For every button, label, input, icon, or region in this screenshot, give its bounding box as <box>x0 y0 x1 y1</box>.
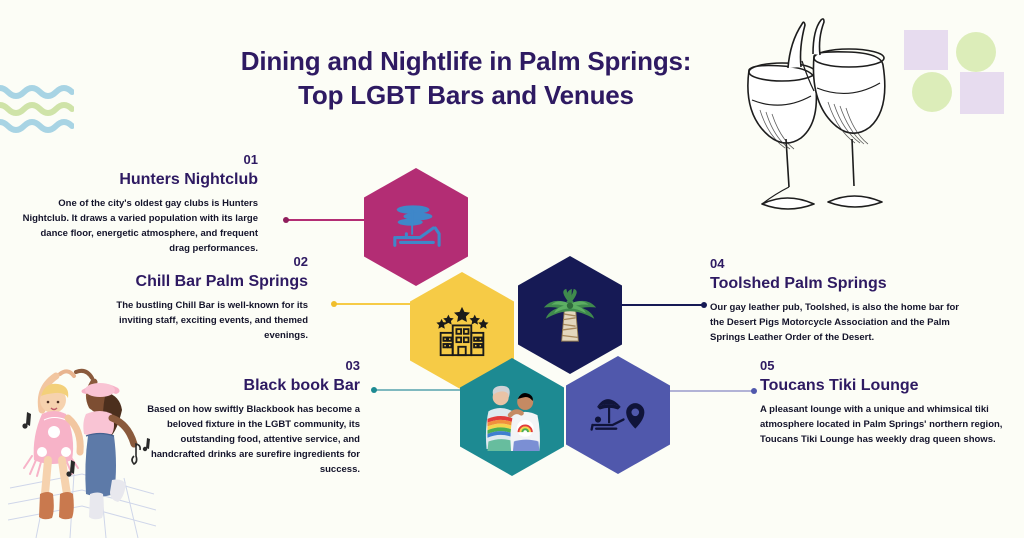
connector-dot-01 <box>283 217 289 223</box>
connector-dot-02 <box>331 301 337 307</box>
beach-lounger-icon <box>387 201 445 253</box>
palm-tree-icon <box>540 287 600 343</box>
item-05: 05 Toucans Tiki Lounge A pleasant lounge… <box>760 358 1016 447</box>
item-04: 04 Toolshed Palm Springs Our gay leather… <box>710 256 972 345</box>
item-01: 01 Hunters Nightclub One of the city's o… <box>18 152 258 256</box>
hexagon-04-toolshed[interactable] <box>518 256 622 374</box>
beach-umbrella-location-icon <box>588 390 648 440</box>
item-number-05: 05 <box>760 358 775 373</box>
item-title-05: Toucans Tiki Lounge <box>760 377 919 394</box>
clinking-wine-glasses-illustration <box>716 8 888 236</box>
lgbt-couple-icon <box>479 383 545 451</box>
item-description-03: Based on how swiftly Blackbook has becom… <box>147 404 360 475</box>
hexagon-05-toucans-tiki[interactable] <box>566 356 670 474</box>
item-number-02: 02 <box>293 254 308 269</box>
item-number-01: 01 <box>243 152 258 167</box>
item-title-03: Black book Bar <box>243 377 360 394</box>
connector-line-03 <box>371 387 466 393</box>
connector-line-01 <box>283 217 370 223</box>
item-title-01: Hunters Nightclub <box>119 171 258 188</box>
item-title-04: Toolshed Palm Springs <box>710 275 887 292</box>
item-number-04: 04 <box>710 256 725 271</box>
item-description-05: A pleasant lounge with a unique and whim… <box>760 404 1003 445</box>
item-description-01: One of the city's oldest gay clubs is Hu… <box>22 198 258 254</box>
wavy-lines-decoration <box>0 78 75 140</box>
item-03: 03 Black book Bar Based on how swiftly B… <box>138 358 360 477</box>
item-description-04: Our gay leather pub, Toolshed, is also t… <box>710 302 959 343</box>
connector-line-02 <box>331 301 416 307</box>
connector-dot-04 <box>701 302 707 308</box>
connector-line-04 <box>610 302 707 308</box>
connector-dot-03 <box>371 387 377 393</box>
hexagon-01-hunters-nightclub[interactable] <box>364 168 468 286</box>
squares-circles-decoration <box>902 28 1006 116</box>
item-description-02: The bustling Chill Bar is well-known for… <box>116 300 308 341</box>
item-number-03: 03 <box>345 358 360 373</box>
five-star-hotel-icon <box>433 305 491 357</box>
two-dancing-women-illustration <box>7 352 157 538</box>
page-title: Dining and Nightlife in Palm Springs: To… <box>240 46 692 110</box>
connector-dot-05 <box>751 388 757 394</box>
connector-line-05 <box>662 388 757 394</box>
item-title-02: Chill Bar Palm Springs <box>135 273 308 290</box>
item-02: 02 Chill Bar Palm Springs The bustling C… <box>110 254 308 343</box>
